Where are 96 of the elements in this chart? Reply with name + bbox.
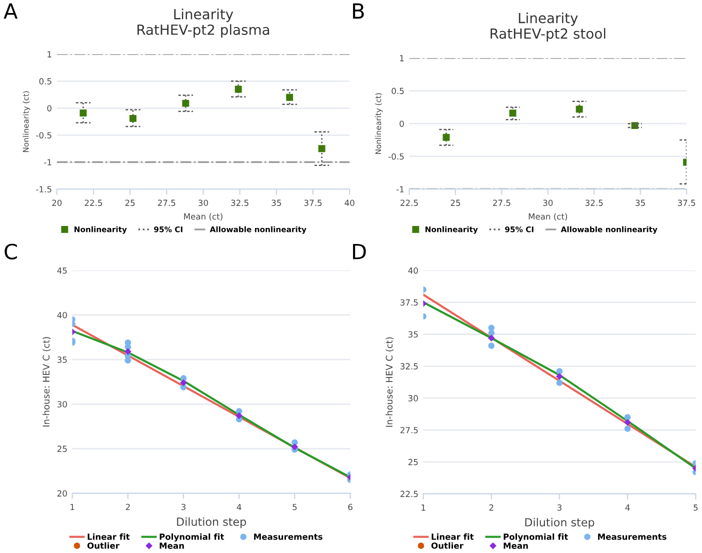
x-tick-label: 3 xyxy=(181,504,186,510)
x-tick-label: 37.5 xyxy=(678,200,696,206)
x-tick-label: 30 xyxy=(543,200,553,206)
point xyxy=(180,379,187,386)
x-tick-label: 20 xyxy=(52,200,62,206)
y-tick-label: 32.5 xyxy=(400,363,418,370)
y-tick-label: 0 xyxy=(47,105,52,112)
x-axis-title: Mean (ct) xyxy=(184,213,222,221)
y-tick-label: 35 xyxy=(57,356,67,363)
x-tick-label: 37.5 xyxy=(304,200,322,206)
legend-label: Outlier xyxy=(87,542,120,549)
point xyxy=(291,443,298,450)
y-tick-label: -1 xyxy=(396,186,404,192)
y-tick-label: 0.5 xyxy=(39,78,52,84)
point xyxy=(624,414,631,420)
y-tick-label: 45 xyxy=(57,268,67,274)
text: C xyxy=(4,244,17,260)
text: D xyxy=(353,244,366,260)
y-tick-label: -1 xyxy=(44,159,52,166)
point xyxy=(488,334,495,342)
x-tick-label: 25 xyxy=(450,200,460,206)
point xyxy=(124,348,132,355)
legend-label: Mean xyxy=(160,542,184,549)
x-tick-label: 4 xyxy=(236,504,242,510)
y-tick-label: 1 xyxy=(48,51,52,58)
legend-label: Polynomial fit xyxy=(504,533,568,542)
legend-label: Linear fit xyxy=(88,533,130,540)
x-tick-label: 30 xyxy=(198,200,208,206)
y-tick-label: -1.5 xyxy=(36,186,52,192)
chart-title: Linearity RatHEV-pt2 stool xyxy=(490,12,606,42)
x-axis-title: Dilution step xyxy=(177,517,246,528)
y-tick-label: -0.5 xyxy=(36,132,52,138)
point xyxy=(556,380,563,386)
x-tick-label: 5 xyxy=(292,504,297,510)
point xyxy=(124,357,132,364)
x-tick-label: 2 xyxy=(126,504,130,510)
x-tick-label: 3 xyxy=(557,504,562,511)
point xyxy=(624,426,631,432)
x-tick-label: 25 xyxy=(125,200,135,206)
point xyxy=(130,114,136,122)
legend-label: Linear fit xyxy=(432,533,474,540)
point xyxy=(576,106,583,113)
point xyxy=(286,94,294,101)
y-tick-label: 37.5 xyxy=(400,299,418,306)
x-tick-label: 40 xyxy=(344,200,354,206)
point xyxy=(442,134,450,141)
x-tick-label: 1 xyxy=(422,504,426,511)
y-tick-label: 25 xyxy=(57,446,67,452)
x-tick-label: 6 xyxy=(348,504,352,510)
x-tick-label: 22.5 xyxy=(84,200,102,206)
y-tick-label: 20 xyxy=(57,490,67,497)
x-tick-label: 32.5 xyxy=(231,200,248,206)
y-tick-label: 30 xyxy=(408,395,418,402)
x-tick-label: 35 xyxy=(636,200,645,206)
x-tick-label: 2 xyxy=(489,504,494,511)
point xyxy=(556,368,563,374)
point xyxy=(236,412,243,420)
x-tick-label: 1 xyxy=(70,504,74,510)
point xyxy=(488,330,495,336)
y-tick-label: 30 xyxy=(57,401,67,408)
y-tick-label: 22.5 xyxy=(400,490,418,498)
x-tick-label: 32.5 xyxy=(585,200,603,206)
legend-label: Outlier xyxy=(431,542,464,549)
point xyxy=(182,100,190,107)
y-tick-label: 25 xyxy=(408,458,418,466)
x-tick-label: 5 xyxy=(694,504,698,511)
x-tick-label: 27.5 xyxy=(158,200,176,206)
chart-title: Linearity RatHEV-pt2 plasma xyxy=(138,8,270,38)
y-axis-title: In-house: HEV C (ct) xyxy=(42,337,51,426)
y-tick-label: 40 xyxy=(408,267,418,274)
point xyxy=(624,418,632,426)
y-tick-label: 40 xyxy=(57,312,67,318)
y-tick-label: -0.5 xyxy=(388,153,404,160)
y-tick-label: 1 xyxy=(400,55,404,62)
y-tick-label: 35 xyxy=(408,331,418,338)
y-tick-label: 0 xyxy=(400,120,404,127)
point xyxy=(509,110,516,117)
point xyxy=(80,110,87,116)
text: A xyxy=(4,3,18,19)
y-tick-label: 0.5 xyxy=(392,88,404,94)
x-tick-label: 27.5 xyxy=(493,200,510,206)
legend-label: Polynomial fit xyxy=(160,533,224,542)
x-axis-title: Dilution step xyxy=(525,518,594,529)
point xyxy=(318,145,326,152)
y-tick-label: 27.5 xyxy=(400,426,418,434)
text: B xyxy=(353,3,364,19)
legend-label: Measurements xyxy=(254,534,322,540)
x-tick-label: 4 xyxy=(625,504,630,511)
point xyxy=(556,372,563,380)
x-axis-title: Mean (ct) xyxy=(528,213,568,221)
legend-label: Measurements xyxy=(598,534,666,540)
legend-label: Mean xyxy=(504,542,528,549)
y-axis-title: In-house: HEV C (ct) xyxy=(386,337,394,427)
point xyxy=(234,86,242,93)
x-tick-label: 35 xyxy=(272,200,281,206)
point xyxy=(488,342,495,349)
